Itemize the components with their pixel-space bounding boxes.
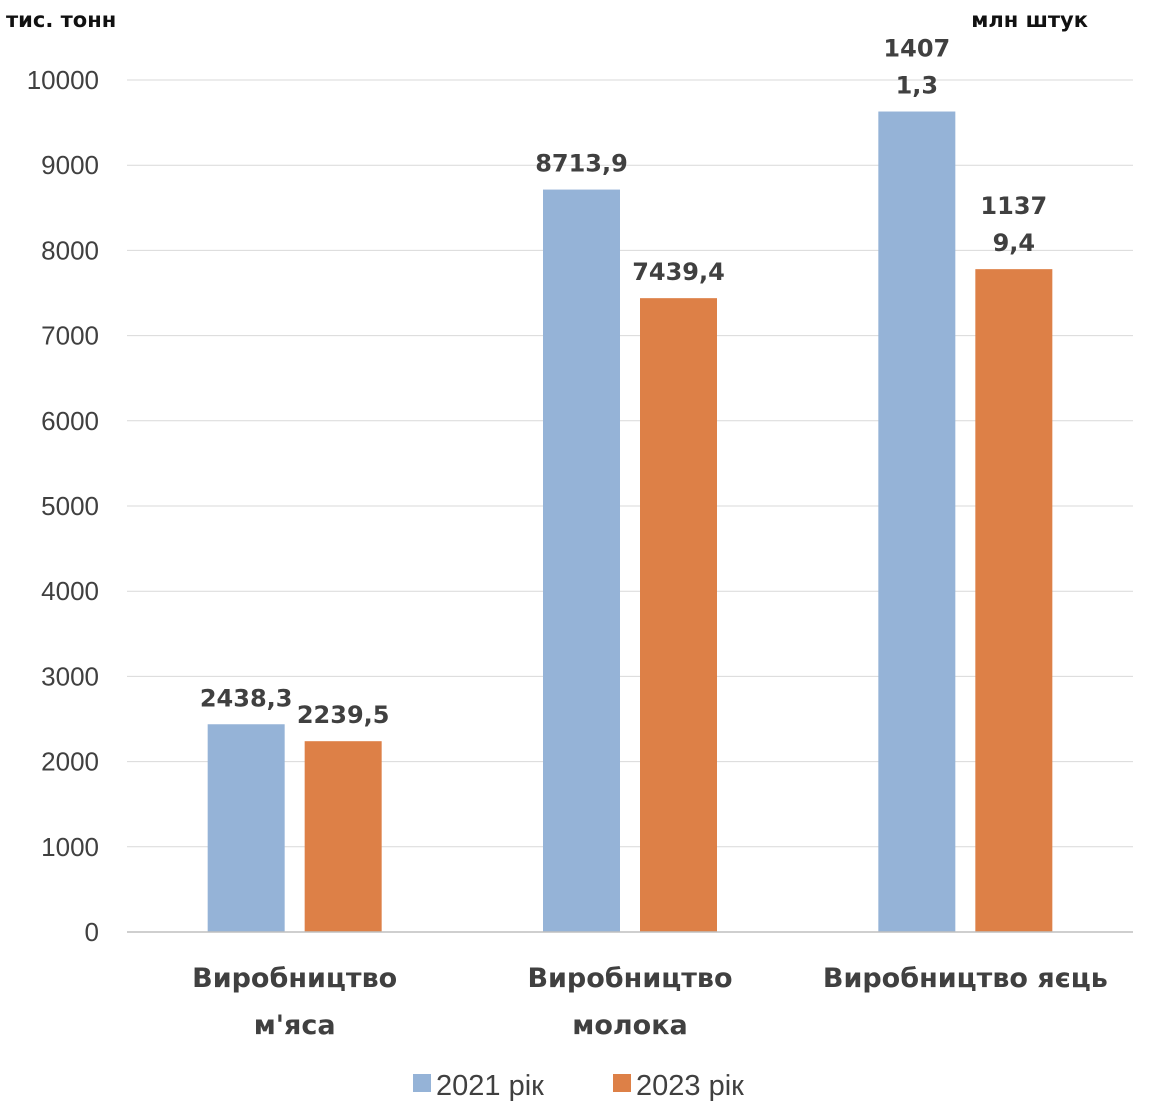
y-axis-ticks: 0 1000 2000 3000 4000 5000 6000 7000 8000 9000 100… [27, 65, 99, 947]
y-tick-label: 9000 [41, 150, 99, 180]
y-tick-label: 5000 [41, 491, 99, 521]
bar-series1-cat2 [543, 189, 620, 933]
data-label: 8713,9 [535, 150, 628, 178]
bar-series2-cat1 [304, 741, 382, 932]
right-unit-label: млн штук [971, 8, 1088, 32]
y-tick-label: 10000 [27, 65, 99, 95]
category-label: молока [572, 1010, 688, 1041]
category-label: м'яса [254, 1010, 336, 1041]
bar-series1-cat3 [878, 111, 956, 933]
data-label: 1,3 [896, 72, 939, 100]
legend-label: 2023 рік [636, 1070, 744, 1102]
y-tick-label: 6000 [41, 406, 99, 436]
legend-swatch [613, 1074, 631, 1092]
bar-series2-cat2 [640, 298, 717, 933]
data-label: 7439,4 [632, 258, 725, 286]
y-tick-label: 7000 [41, 321, 99, 351]
category-label: Виробництво яєць [823, 963, 1108, 994]
legend-swatch [413, 1074, 431, 1092]
category-labels: Виробництво м'яса Виробництво молока Виробни… [192, 963, 1108, 1041]
data-labels: 2438,3 8713,9 1407 1,3 2239,5 7439,4 1137 9,4 [200, 35, 1047, 730]
data-label: 9,4 [993, 229, 1036, 257]
bars [207, 111, 1053, 933]
data-label: 2239,5 [297, 701, 390, 729]
category-label: Виробництво [527, 963, 732, 994]
legend-label: 2021 рік [436, 1070, 544, 1102]
bar-series2-cat3 [975, 269, 1053, 932]
data-label: 1137 [980, 192, 1047, 220]
y-tick-label: 0 [85, 917, 99, 947]
data-label: 1407 [883, 35, 950, 63]
y-tick-label: 8000 [41, 235, 99, 265]
gridlines [127, 79, 1133, 848]
y-tick-label: 2000 [41, 747, 99, 777]
data-label: 2438,3 [200, 684, 293, 712]
legend: 2021 рік 2023 рік [413, 1070, 744, 1102]
category-label: Виробництво [192, 963, 397, 994]
left-unit-label: тис. тонн [6, 8, 116, 32]
y-tick-label: 4000 [41, 576, 99, 606]
y-tick-label: 1000 [41, 832, 99, 862]
bar-series1-cat1 [207, 724, 285, 932]
y-tick-label: 3000 [41, 661, 99, 691]
